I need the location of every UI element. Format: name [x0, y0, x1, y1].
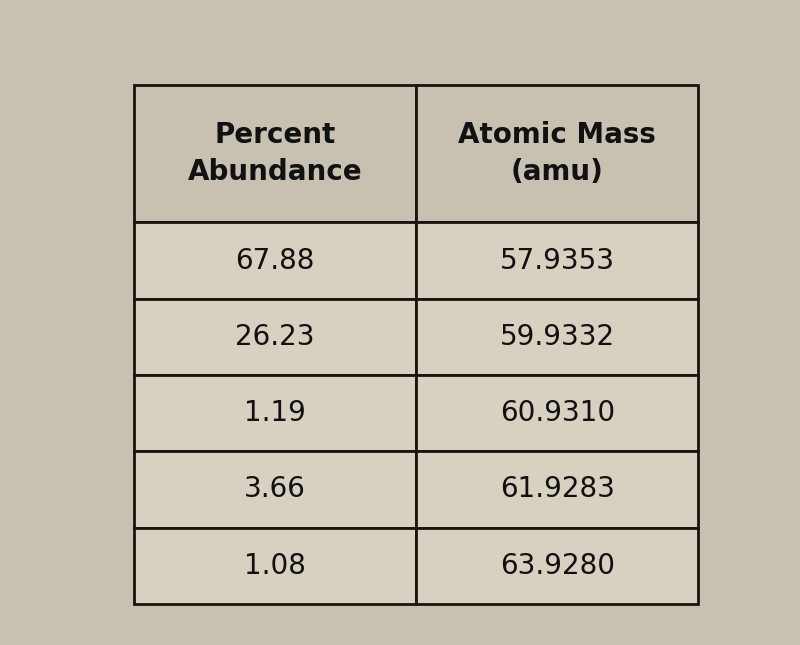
Text: 1.08: 1.08: [244, 551, 306, 580]
Text: 61.9283: 61.9283: [500, 475, 614, 503]
Text: Percent
Abundance: Percent Abundance: [188, 121, 362, 186]
Text: 59.9332: 59.9332: [500, 323, 615, 351]
Bar: [134, 223, 416, 299]
Bar: [134, 451, 416, 528]
Bar: [416, 375, 698, 451]
Text: 3.66: 3.66: [244, 475, 306, 503]
Bar: [416, 223, 698, 299]
Bar: [416, 451, 698, 528]
Bar: [134, 85, 416, 223]
Text: 1.19: 1.19: [244, 399, 306, 427]
Text: 26.23: 26.23: [235, 323, 315, 351]
Text: 63.9280: 63.9280: [500, 551, 614, 580]
Bar: [134, 299, 416, 375]
Bar: [416, 85, 698, 223]
Text: 60.9310: 60.9310: [500, 399, 615, 427]
Text: Atomic Mass
(amu): Atomic Mass (amu): [458, 121, 656, 186]
Bar: [416, 299, 698, 375]
Bar: [134, 375, 416, 451]
Bar: [416, 528, 698, 604]
Bar: [134, 528, 416, 604]
Text: 57.9353: 57.9353: [500, 246, 614, 275]
Text: 67.88: 67.88: [235, 246, 315, 275]
